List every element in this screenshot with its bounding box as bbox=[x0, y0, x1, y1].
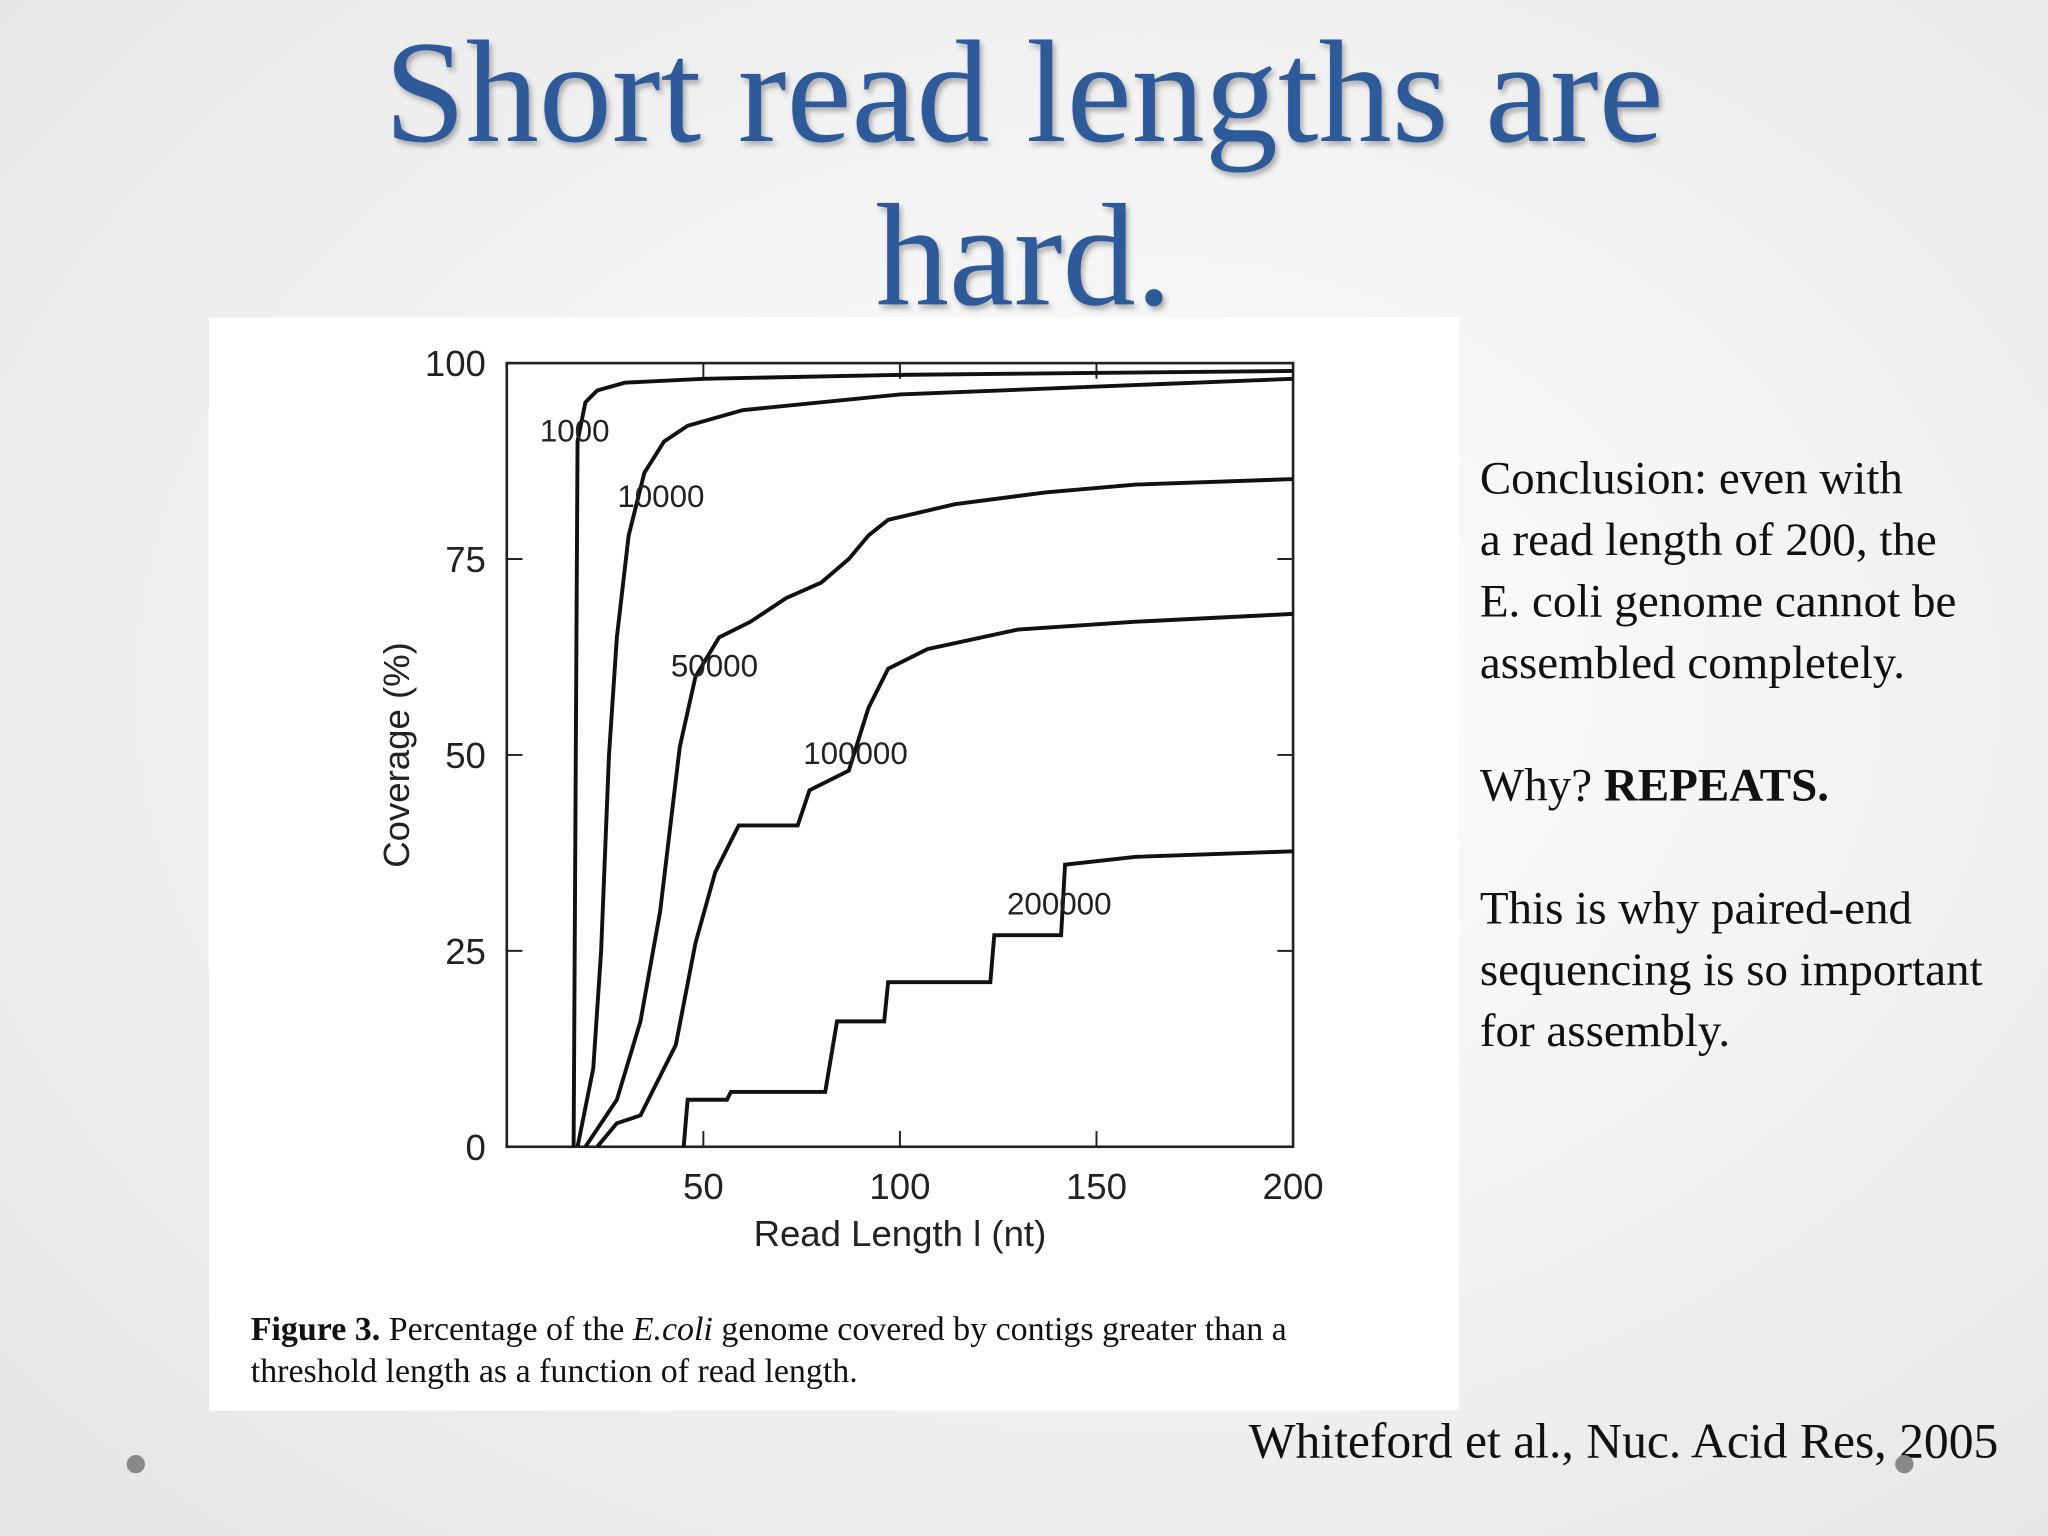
x-axis-label: Read Length l (nt) bbox=[754, 1213, 1047, 1254]
series-label: 10000 bbox=[617, 479, 704, 514]
x-tick-label: 100 bbox=[869, 1166, 930, 1207]
note-line: sequencing is so important bbox=[1480, 944, 1983, 996]
series-label: 200000 bbox=[1007, 886, 1112, 921]
x-tick-label: 50 bbox=[683, 1166, 724, 1207]
note-bold: REPEATS. bbox=[1604, 760, 1829, 812]
note-lead: Why? bbox=[1480, 760, 1592, 812]
y-axis-label: Coverage (%) bbox=[376, 642, 417, 868]
caption-line: Figure 3. Percentage of the E.coli genom… bbox=[251, 1311, 1287, 1348]
series-line bbox=[571, 368, 1294, 1147]
figure-panel bbox=[208, 317, 1459, 1411]
note-line: Why? REPEATS. bbox=[1480, 760, 1829, 812]
series-line bbox=[681, 849, 1294, 1147]
notes: Conclusion: even with a read length of 20… bbox=[1480, 453, 1983, 1057]
y-tick-label: 25 bbox=[445, 931, 486, 972]
citation: Whiteford et al., Nuc. Acid Res, 2005 bbox=[1249, 1414, 1999, 1469]
y-tick-label: 0 bbox=[466, 1127, 486, 1168]
y-tick-label: 75 bbox=[445, 539, 486, 580]
y-tick-label: 50 bbox=[445, 735, 486, 776]
note-line: assembled completely. bbox=[1480, 637, 1905, 689]
series-label: 50000 bbox=[671, 649, 758, 684]
caption-text: genome covered by contigs greater than a bbox=[721, 1311, 1286, 1348]
y-tick-label: 100 bbox=[425, 343, 486, 384]
note-line: for assembly. bbox=[1480, 1005, 1730, 1057]
note-line: This is why paired-end bbox=[1480, 882, 1912, 934]
chart: 0 25 50 75 100 50 100 150 200 Read Length l (nt) C… bbox=[376, 343, 1324, 1254]
bullet-dot bbox=[1895, 1455, 1914, 1474]
note-line: a read length of 200, the bbox=[1480, 514, 1937, 566]
note-line: Conclusion: even with bbox=[1480, 453, 1903, 505]
series-line bbox=[583, 477, 1294, 1148]
series-line bbox=[595, 611, 1294, 1149]
caption-species: E.coli bbox=[632, 1311, 713, 1348]
note-line: E. coli genome cannot be bbox=[1480, 575, 1957, 627]
series-line bbox=[575, 376, 1294, 1148]
series-label: 100000 bbox=[803, 736, 908, 771]
series-label: 1000 bbox=[540, 413, 610, 448]
bullet-dot bbox=[126, 1455, 145, 1474]
x-tick-label: 200 bbox=[1263, 1166, 1324, 1207]
caption-text: Percentage of the bbox=[389, 1311, 625, 1348]
slide-title: Short read lengths are hard. bbox=[384, 11, 1663, 336]
x-tick-label: 150 bbox=[1066, 1166, 1127, 1207]
caption-label: Figure 3. bbox=[251, 1311, 380, 1348]
caption-text: threshold length as a function of read l… bbox=[251, 1353, 858, 1390]
